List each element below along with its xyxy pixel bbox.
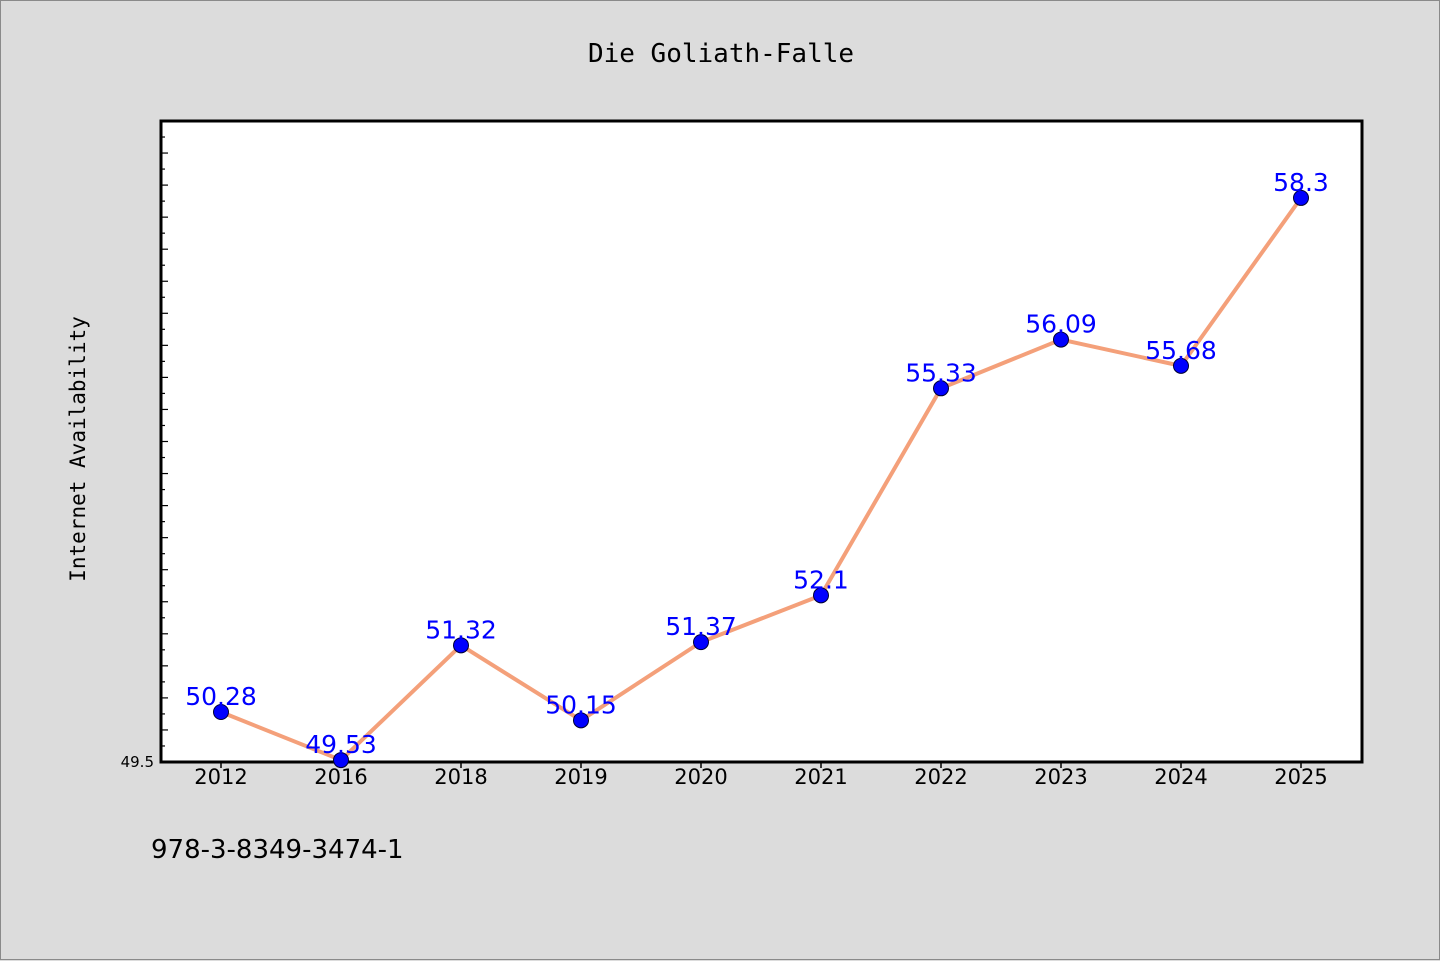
x-tick-label: 2016 [314,765,367,789]
data-point [933,380,949,397]
data-point [693,634,709,651]
data-label: 55.68 [1145,336,1217,365]
x-tick-label: 2022 [914,765,967,789]
data-label: 56.09 [1025,310,1097,339]
data-label: 52.1 [793,565,849,594]
data-point [1053,331,1069,348]
data-point [333,752,349,769]
data-labels: 50.28 49.53 51.32 50.15 51.37 52.1 55.33 56.09 5… [185,168,1329,759]
series-markers [213,189,1309,769]
x-tick-label: 2025 [1274,765,1327,789]
data-point [1293,189,1309,206]
chart-title: Die Goliath-Falle [588,39,854,69]
isbn-footnote: 978-3-8349-3474-1 [151,835,404,865]
y-axis-minor-ticks [161,136,168,763]
x-tick-label: 2012 [194,765,247,789]
x-tick-label: 2020 [674,765,727,789]
y-axis-label: Internet Availability [66,316,90,582]
x-tick-label: 2021 [794,765,847,789]
x-tick-label: 2018 [434,765,487,789]
x-tick-label: 2024 [1154,765,1207,789]
y-tick-label: 49.5 [121,753,154,771]
data-point [573,712,589,729]
data-label: 55.33 [905,358,977,387]
data-point [813,587,829,604]
data-label: 50.15 [545,690,617,719]
data-point [213,704,229,721]
data-label: 51.32 [425,615,497,644]
series-line [220,196,1303,763]
x-tick-label: 2019 [554,765,607,789]
x-axis-ticks: 2012 2016 2018 2019 2020 2021 2022 2023 2024 2025 [194,762,1328,789]
data-point [453,637,469,654]
plot-area [159,119,1364,764]
data-label: 49.53 [305,730,377,759]
x-tick-label: 2023 [1034,765,1087,789]
data-label: 58.3 [1273,168,1329,197]
data-label: 50.28 [185,682,257,711]
data-point [1173,357,1189,374]
data-label: 51.37 [665,612,737,641]
